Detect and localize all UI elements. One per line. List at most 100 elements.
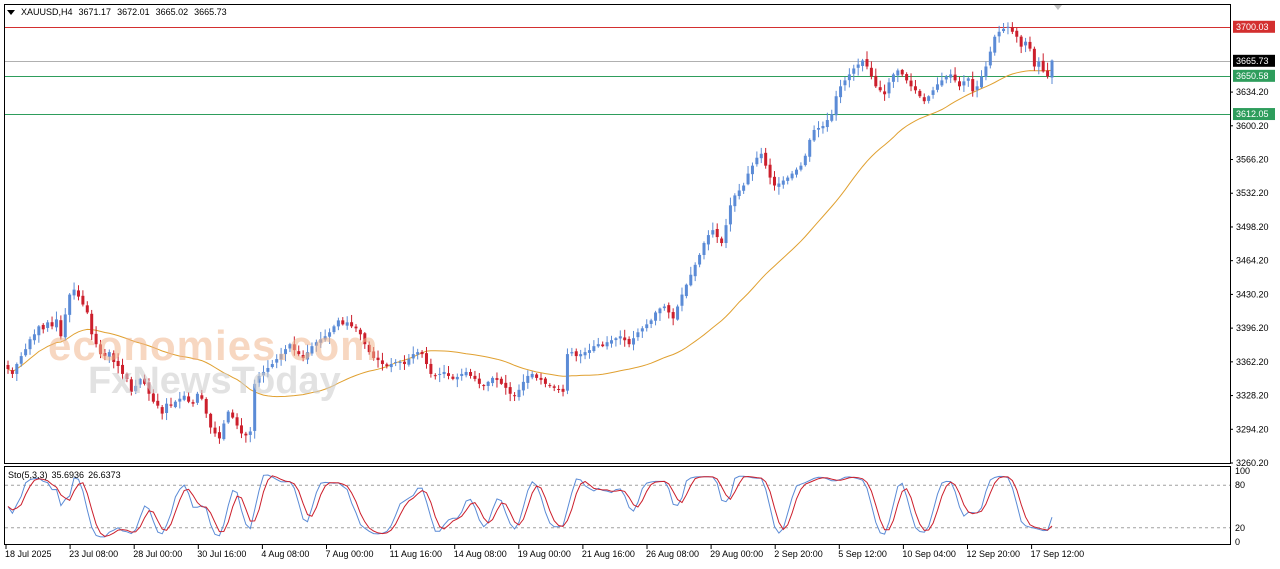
- candle-body: [209, 413, 213, 428]
- candle-body: [372, 351, 376, 359]
- candle-body: [768, 164, 772, 178]
- shift-marker-icon[interactable]: [1054, 5, 1062, 10]
- candle-body: [720, 238, 724, 244]
- level-tag-bg: [1233, 69, 1275, 82]
- watermark-economies: economies.com: [48, 322, 379, 369]
- candle-body: [909, 80, 913, 87]
- candle-body: [980, 76, 984, 88]
- candle-body: [151, 393, 155, 402]
- candle-body: [552, 386, 556, 388]
- candle-body: [728, 205, 732, 225]
- candle-body: [103, 353, 107, 357]
- candle-body: [971, 79, 975, 92]
- candle-body: [574, 351, 578, 357]
- candle-body: [407, 359, 411, 365]
- candle-body: [812, 129, 816, 141]
- level-tag-label: 3700.03: [1236, 22, 1269, 32]
- oscillator-panel-frame: [4, 466, 1231, 545]
- candle-body: [922, 97, 926, 102]
- y-tick-label: 3430.20: [1236, 289, 1269, 299]
- candle-body: [640, 328, 644, 332]
- candle-body: [266, 367, 270, 372]
- candle-body: [129, 379, 133, 392]
- x-tick-label: 19 Aug 00:00: [518, 549, 571, 559]
- candle-body: [935, 84, 939, 90]
- candle-body: [59, 320, 63, 337]
- oscillator-name: Sto(5,3,3): [8, 470, 48, 480]
- candle-body: [336, 320, 340, 327]
- candle-body: [865, 59, 869, 67]
- candle-body: [200, 395, 204, 399]
- candle-body: [165, 403, 169, 414]
- candle-body: [750, 165, 754, 175]
- candle-body: [81, 295, 85, 305]
- candle-body: [253, 383, 257, 431]
- x-tick-label: 5 Sep 12:00: [838, 549, 887, 559]
- x-tick-label: 2 Sep 20:00: [774, 549, 823, 559]
- x-tick-label: 12 Sep 20:00: [967, 549, 1021, 559]
- candlesticks: [6, 22, 1054, 444]
- candle-body: [1032, 48, 1036, 67]
- candle-body: [6, 365, 10, 369]
- candle-body: [332, 326, 336, 333]
- candle-body: [41, 324, 45, 330]
- main-panel-frame: [4, 4, 1231, 464]
- candle-body: [715, 228, 719, 238]
- candle-body: [861, 60, 865, 66]
- osc-tick-label: 20: [1235, 523, 1245, 533]
- candle-body: [927, 96, 931, 101]
- y-tick-label: 3362.20: [1236, 357, 1269, 367]
- y-tick-label: 3532.20: [1236, 188, 1269, 198]
- candle-body: [464, 371, 468, 376]
- y-tick-label: 3328.20: [1236, 391, 1269, 401]
- dropdown-triangle-icon[interactable]: [7, 10, 15, 15]
- candle-body: [112, 353, 116, 363]
- candle-body: [504, 382, 508, 388]
- candle-body: [447, 373, 451, 376]
- candle-body: [949, 74, 953, 78]
- candle-body: [1050, 60, 1054, 78]
- candle-body: [988, 51, 992, 66]
- x-tick-label: 21 Aug 16:00: [582, 549, 635, 559]
- level-tags: 3700.03 3665.73 3650.58 3612.05: [1233, 20, 1275, 121]
- candle-body: [257, 375, 261, 383]
- candle-body: [830, 114, 834, 121]
- candle-body: [1015, 30, 1019, 37]
- x-tick-label: 10 Sep 04:00: [902, 549, 956, 559]
- candle-body: [931, 90, 935, 95]
- x-tick-label: 26 Aug 08:00: [646, 549, 699, 559]
- candle-body: [526, 375, 530, 383]
- watermark-fxnewstoday: FxNewsToday: [88, 360, 341, 402]
- candle-body: [517, 389, 521, 398]
- candle-body: [521, 381, 525, 391]
- candle-body: [667, 305, 671, 313]
- osc-tick-label: 0: [1235, 537, 1240, 547]
- candle-body: [662, 306, 666, 309]
- osc-tick-label: 80: [1235, 480, 1245, 490]
- candle-body: [37, 326, 41, 336]
- candle-body: [614, 338, 618, 341]
- candle-body: [1028, 41, 1032, 49]
- x-tick-label: 18 Jul 2025: [5, 549, 52, 559]
- open-value: 3671.17: [78, 7, 112, 17]
- candle-body: [900, 69, 904, 75]
- candle-body: [143, 378, 147, 384]
- candle-body: [319, 339, 323, 343]
- candle-body: [618, 336, 622, 339]
- candle-body: [821, 125, 825, 129]
- x-tick-label: 11 Aug 16:00: [390, 549, 442, 559]
- candle-body: [592, 346, 596, 352]
- candle-body: [684, 284, 688, 297]
- candle-body: [601, 344, 605, 347]
- candle-body: [389, 364, 393, 368]
- candle-body: [746, 173, 750, 185]
- candle-body: [975, 86, 979, 90]
- candle-body: [795, 169, 799, 175]
- candle-body: [623, 337, 627, 341]
- candle-body: [596, 344, 600, 347]
- candle-body: [125, 373, 129, 379]
- candle-body: [940, 80, 944, 86]
- candle-body: [535, 374, 539, 378]
- candle-body: [244, 433, 248, 436]
- candle-body: [878, 87, 882, 91]
